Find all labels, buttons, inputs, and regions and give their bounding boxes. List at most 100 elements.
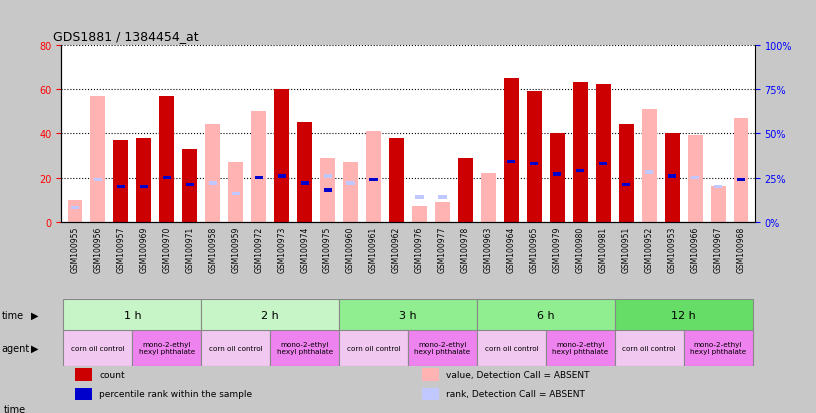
Bar bbox=[614, 330, 684, 366]
Text: GSM100970: GSM100970 bbox=[162, 226, 171, 273]
Bar bbox=[228, 163, 243, 222]
Bar bbox=[68, 200, 82, 222]
Text: GSM100959: GSM100959 bbox=[231, 226, 240, 273]
Bar bbox=[339, 330, 408, 366]
Text: GSM100972: GSM100972 bbox=[255, 226, 264, 272]
Text: GSM100967: GSM100967 bbox=[713, 226, 722, 273]
Bar bbox=[339, 300, 477, 330]
Text: mono-2-ethyl
hexyl phthalate: mono-2-ethyl hexyl phthalate bbox=[277, 342, 333, 355]
Bar bbox=[504, 78, 519, 222]
Text: GSM100963: GSM100963 bbox=[484, 226, 493, 273]
Text: GSM100969: GSM100969 bbox=[140, 226, 149, 273]
Bar bbox=[91, 96, 105, 222]
Text: GSM100977: GSM100977 bbox=[438, 226, 447, 273]
Text: GSM100964: GSM100964 bbox=[507, 226, 516, 273]
Bar bbox=[458, 158, 473, 222]
Text: time: time bbox=[4, 404, 26, 413]
Bar bbox=[94, 178, 102, 182]
Text: GSM100960: GSM100960 bbox=[346, 226, 355, 273]
Text: GSM100976: GSM100976 bbox=[415, 226, 424, 273]
Bar bbox=[159, 96, 175, 222]
Bar bbox=[270, 330, 339, 366]
Bar bbox=[347, 182, 355, 185]
Text: mono-2-ethyl
hexyl phthalate: mono-2-ethyl hexyl phthalate bbox=[552, 342, 609, 355]
Text: rank, Detection Call = ABSENT: rank, Detection Call = ABSENT bbox=[446, 389, 585, 399]
Bar bbox=[714, 185, 722, 189]
Text: GSM100958: GSM100958 bbox=[208, 226, 217, 272]
Bar bbox=[422, 388, 439, 400]
Bar bbox=[206, 125, 220, 222]
Text: GSM100953: GSM100953 bbox=[667, 226, 676, 273]
Text: GSM100974: GSM100974 bbox=[300, 226, 309, 273]
Bar bbox=[113, 140, 128, 222]
Bar bbox=[619, 125, 634, 222]
Bar bbox=[209, 182, 217, 185]
Bar bbox=[320, 158, 335, 222]
Bar bbox=[297, 123, 312, 222]
Text: mono-2-ethyl
hexyl phthalate: mono-2-ethyl hexyl phthalate bbox=[415, 342, 471, 355]
Text: GSM100961: GSM100961 bbox=[369, 226, 378, 272]
Text: 1 h: 1 h bbox=[123, 310, 141, 320]
Text: GSM100957: GSM100957 bbox=[117, 226, 126, 273]
Bar bbox=[668, 175, 676, 178]
Text: value, Detection Call = ABSENT: value, Detection Call = ABSENT bbox=[446, 370, 590, 379]
Text: corn oil control: corn oil control bbox=[485, 345, 539, 351]
Text: GSM100966: GSM100966 bbox=[690, 226, 699, 273]
Bar bbox=[323, 175, 332, 178]
Text: GSM100956: GSM100956 bbox=[94, 226, 103, 273]
Bar bbox=[64, 330, 132, 366]
Bar bbox=[117, 185, 125, 189]
Text: corn oil control: corn oil control bbox=[623, 345, 676, 351]
Bar bbox=[665, 134, 680, 222]
Text: 2 h: 2 h bbox=[261, 310, 279, 320]
Bar bbox=[64, 300, 202, 330]
Bar bbox=[202, 330, 270, 366]
Text: 6 h: 6 h bbox=[537, 310, 555, 320]
Bar bbox=[300, 182, 308, 185]
Bar bbox=[596, 85, 610, 222]
Text: GSM100975: GSM100975 bbox=[323, 226, 332, 273]
Bar bbox=[186, 183, 194, 187]
Bar bbox=[691, 176, 699, 180]
Text: GSM100962: GSM100962 bbox=[392, 226, 401, 272]
Bar bbox=[415, 196, 424, 199]
Text: GSM100952: GSM100952 bbox=[645, 226, 654, 272]
Bar bbox=[737, 178, 745, 182]
Text: ▶: ▶ bbox=[31, 343, 38, 353]
Text: GSM100951: GSM100951 bbox=[622, 226, 631, 272]
Bar bbox=[232, 192, 240, 196]
Text: GSM100968: GSM100968 bbox=[737, 226, 746, 272]
Text: GSM100980: GSM100980 bbox=[576, 226, 585, 272]
Text: GDS1881 / 1384454_at: GDS1881 / 1384454_at bbox=[53, 31, 198, 43]
Bar bbox=[389, 138, 404, 222]
Bar bbox=[408, 330, 477, 366]
Text: mono-2-ethyl
hexyl phthalate: mono-2-ethyl hexyl phthalate bbox=[690, 342, 746, 355]
Text: count: count bbox=[100, 370, 125, 379]
Bar bbox=[477, 300, 614, 330]
Bar bbox=[162, 176, 171, 180]
Bar bbox=[553, 173, 561, 176]
Bar bbox=[75, 388, 92, 400]
Bar bbox=[412, 207, 427, 222]
Text: 3 h: 3 h bbox=[399, 310, 417, 320]
Text: agent: agent bbox=[2, 343, 30, 353]
Bar bbox=[688, 136, 703, 222]
Text: GSM100965: GSM100965 bbox=[530, 226, 539, 273]
Bar bbox=[435, 202, 450, 222]
Bar bbox=[370, 178, 378, 182]
Bar bbox=[182, 150, 197, 222]
Text: 12 h: 12 h bbox=[672, 310, 696, 320]
Bar bbox=[323, 189, 332, 192]
Bar bbox=[255, 176, 263, 180]
Bar bbox=[136, 138, 151, 222]
Bar bbox=[251, 112, 266, 222]
Bar bbox=[75, 368, 92, 381]
Bar bbox=[422, 368, 439, 381]
Text: mono-2-ethyl
hexyl phthalate: mono-2-ethyl hexyl phthalate bbox=[139, 342, 195, 355]
Text: GSM100973: GSM100973 bbox=[277, 226, 286, 273]
Text: ▶: ▶ bbox=[31, 310, 38, 320]
Bar bbox=[438, 196, 446, 199]
Bar bbox=[202, 300, 339, 330]
Bar bbox=[140, 185, 148, 189]
Bar bbox=[71, 206, 79, 210]
